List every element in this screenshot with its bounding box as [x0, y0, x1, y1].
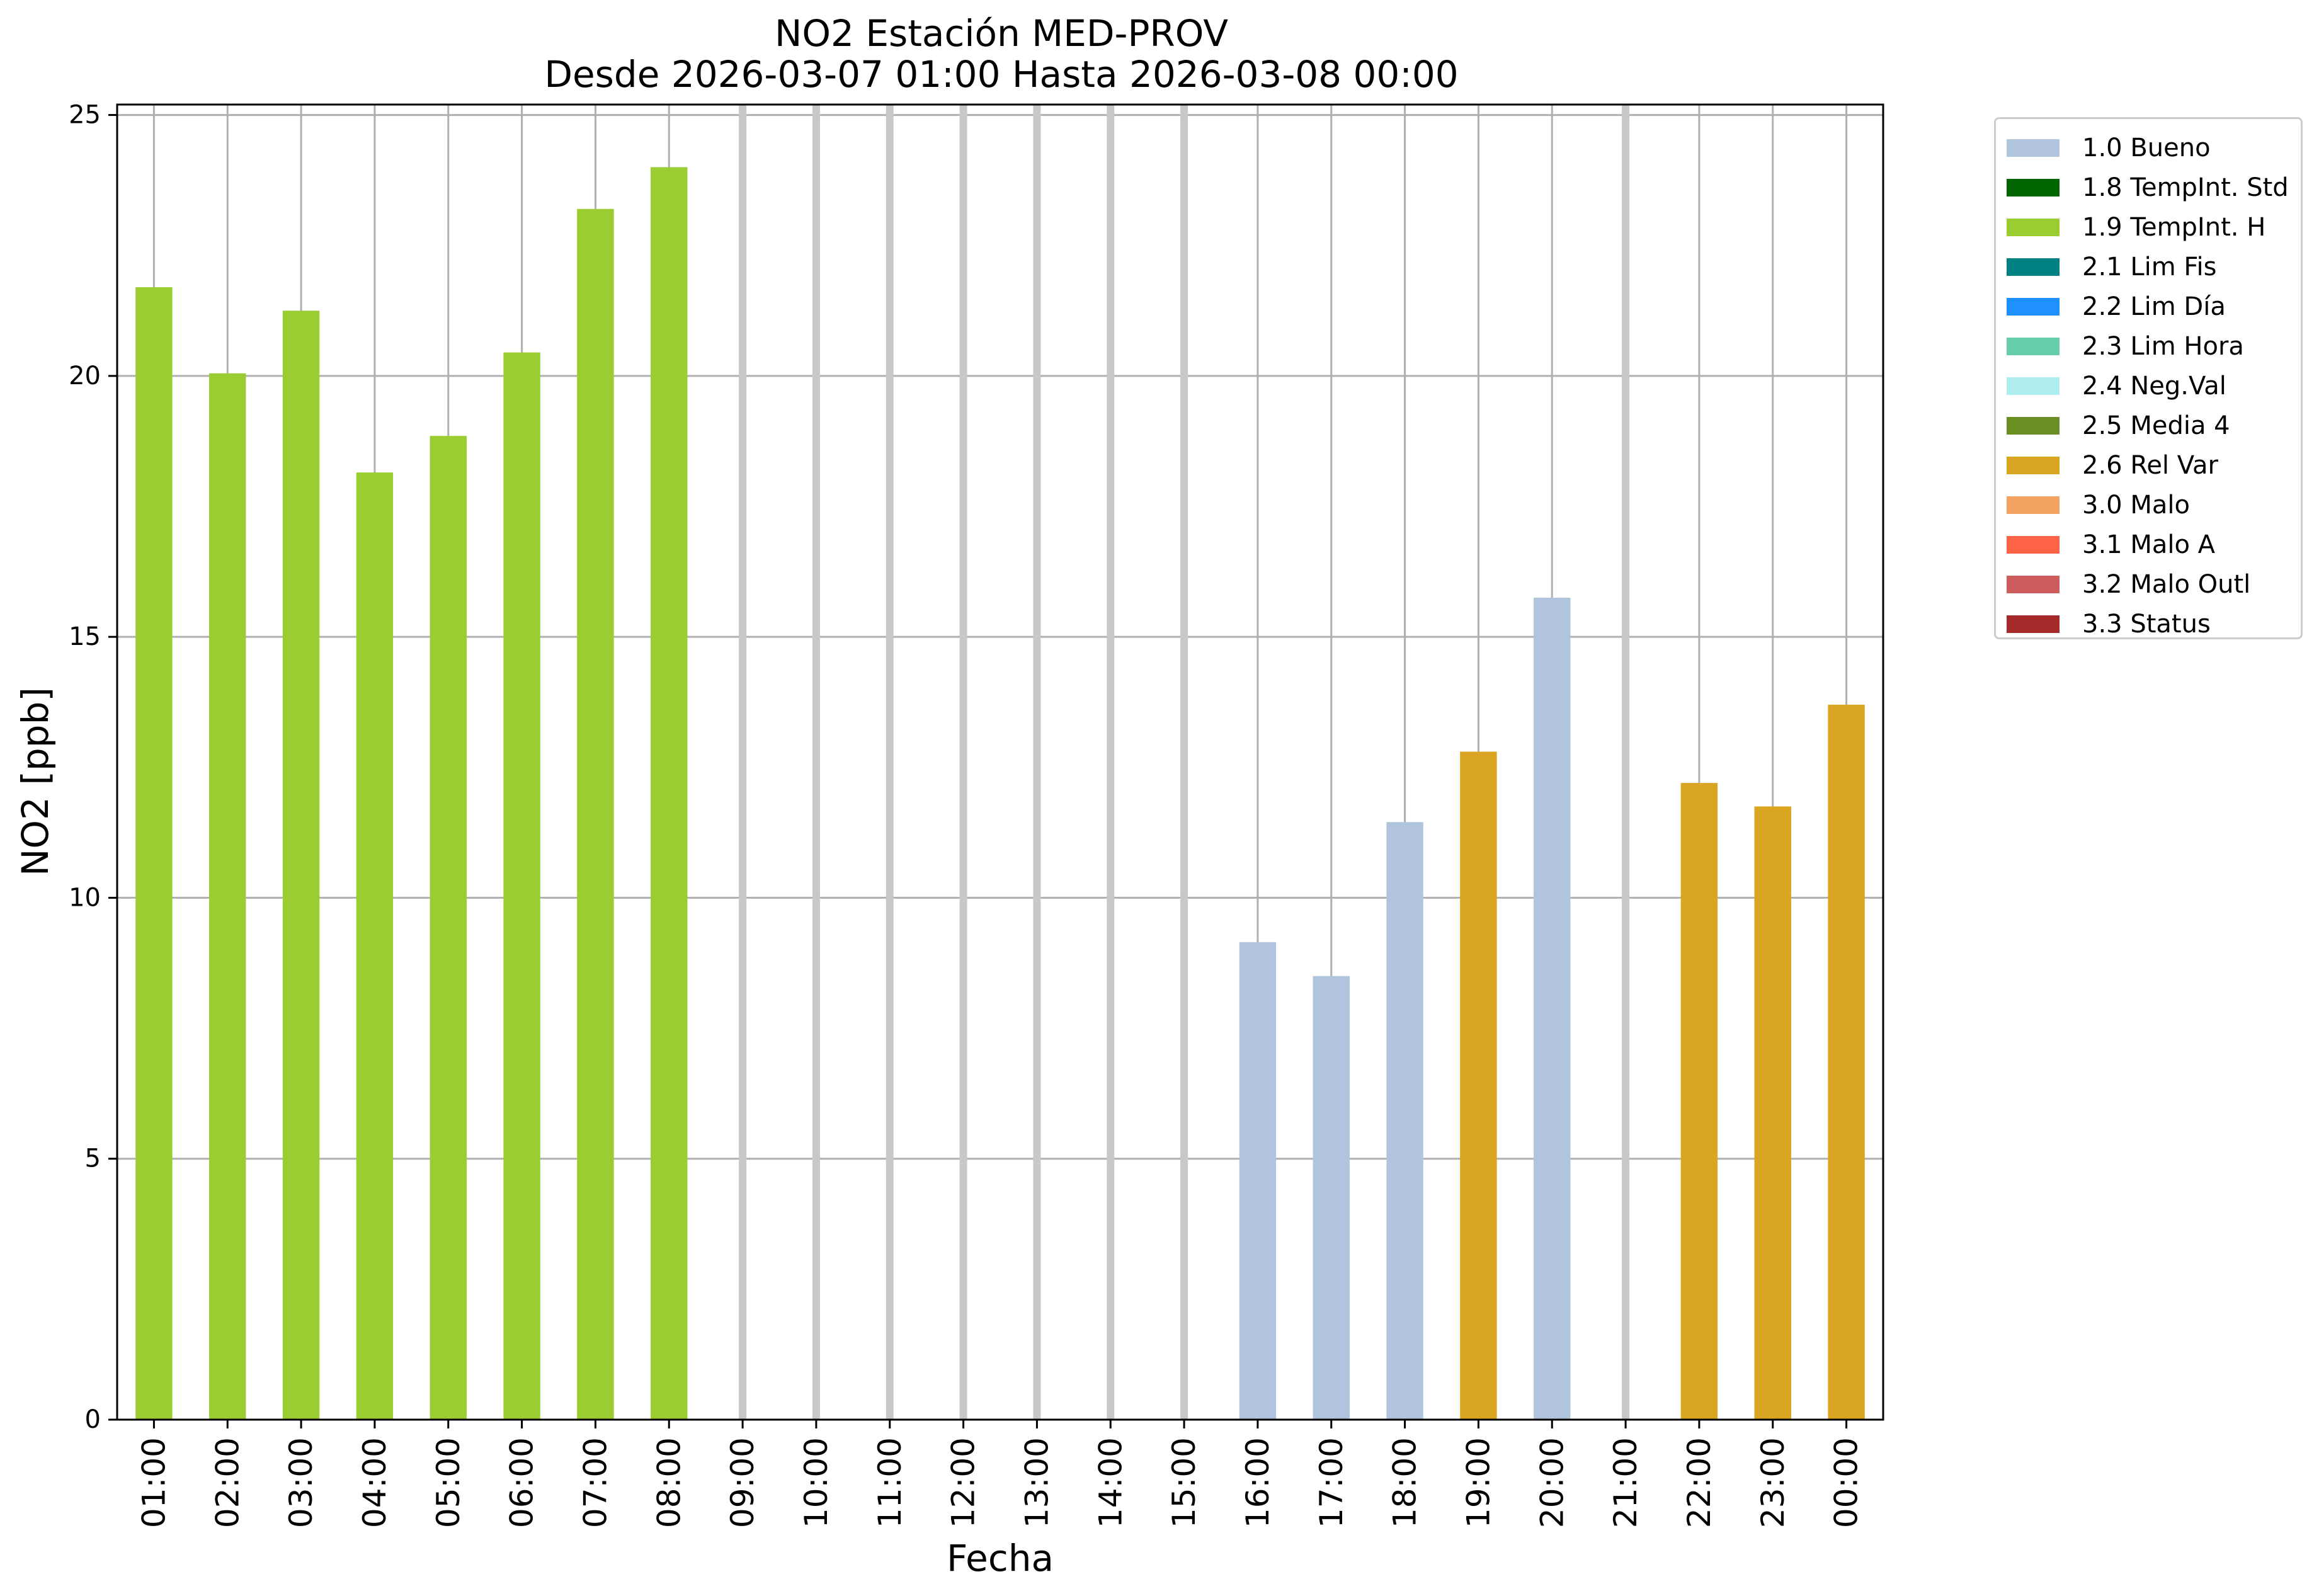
bar-07:00	[577, 208, 614, 1420]
legend-swatch	[2007, 337, 2060, 355]
legend-swatch	[2007, 258, 2060, 276]
legend-label: 3.2 Malo Outl	[2082, 569, 2251, 599]
legend-label: 1.9 TempInt. H	[2082, 212, 2266, 242]
legend-swatch	[2007, 535, 2060, 554]
legend-item: 3.3 Status	[1996, 604, 2301, 644]
plot-frame	[116, 103, 1884, 1421]
legend-label: 2.5 Media 4	[2082, 411, 2230, 440]
legend-item: 1.8 TempInt. Std	[1996, 168, 2301, 207]
legend-item: 3.1 Malo A	[1996, 525, 2301, 564]
legend-label: 1.8 TempInt. Std	[2082, 173, 2289, 202]
chart-title: NO2 Estación MED-PROV	[774, 12, 1229, 55]
legend-label: 3.1 Malo A	[2082, 530, 2216, 559]
bar-05:00	[430, 436, 467, 1420]
x-tick-label: 15:00	[1166, 1437, 1202, 1528]
y-tick-label: 15	[69, 622, 101, 651]
legend-item: 2.2 Lim Día	[1996, 287, 2301, 326]
legend-swatch	[2007, 416, 2060, 435]
legend-label: 2.4 Neg.Val	[2082, 371, 2226, 401]
legend-swatch	[2007, 496, 2060, 514]
legend-swatch	[2007, 377, 2060, 395]
legend-label: 2.2 Lim Día	[2082, 292, 2226, 321]
legend-label: 2.6 Rel Var	[2082, 450, 2218, 480]
y-axis-label: NO2 [ppb]	[14, 687, 57, 877]
y-tick-label: 20	[69, 362, 101, 390]
x-tick-label: 00:00	[1828, 1437, 1865, 1528]
bar-06:00	[503, 352, 540, 1420]
legend-item: 2.3 Lim Hora	[1996, 326, 2301, 366]
x-tick-label: 08:00	[651, 1437, 687, 1528]
x-tick-label: 11:00	[872, 1437, 908, 1528]
x-tick-label: 18:00	[1387, 1437, 1423, 1528]
legend-swatch	[2007, 218, 2060, 236]
x-tick-label: 13:00	[1018, 1437, 1055, 1528]
x-tick-label: 05:00	[430, 1437, 467, 1528]
legend-item: 3.2 Malo Outl	[1996, 564, 2301, 604]
bar-01:00	[135, 287, 173, 1420]
legend-swatch	[2007, 178, 2060, 197]
legend-label: 3.0 Malo	[2082, 490, 2190, 520]
x-axis-label: Fecha	[946, 1537, 1054, 1580]
legend-swatch	[2007, 139, 2060, 157]
x-tick-label: 03:00	[283, 1437, 319, 1528]
bar-04:00	[356, 472, 394, 1420]
x-tick-label: 12:00	[945, 1437, 982, 1528]
x-tick-label: 14:00	[1092, 1437, 1129, 1528]
x-tick-label: 22:00	[1681, 1437, 1718, 1528]
legend-label: 2.3 Lim Hora	[2082, 331, 2244, 361]
bar-23:00	[1754, 806, 1791, 1420]
bar-16:00	[1239, 942, 1277, 1420]
legend-item: 1.9 TempInt. H	[1996, 207, 2301, 247]
legend-label: 2.1 Lim Fis	[2082, 252, 2217, 282]
legend-label: 1.0 Bueno	[2082, 133, 2211, 162]
legend-label: 3.3 Status	[2082, 609, 2211, 639]
x-tick-label: 20:00	[1534, 1437, 1570, 1528]
y-tick-label: 25	[69, 101, 101, 130]
y-tick-label: 10	[69, 883, 101, 912]
x-tick-label: 17:00	[1313, 1437, 1350, 1528]
bar-19:00	[1460, 751, 1497, 1420]
bar-08:00	[651, 167, 688, 1420]
bar-02:00	[209, 373, 246, 1420]
legend-item: 2.1 Lim Fis	[1996, 247, 2301, 287]
x-tick-label: 16:00	[1239, 1437, 1276, 1528]
x-tick-label: 07:00	[577, 1437, 613, 1528]
x-tick-label: 21:00	[1607, 1437, 1644, 1528]
bar-18:00	[1386, 822, 1423, 1420]
legend-item: 2.6 Rel Var	[1996, 445, 2301, 485]
bars	[135, 167, 1865, 1420]
x-tick-label: 10:00	[798, 1437, 835, 1528]
x-tick-label: 23:00	[1755, 1437, 1791, 1528]
legend-swatch	[2007, 575, 2060, 593]
y-tick-label: 5	[85, 1144, 101, 1173]
bar-22:00	[1680, 783, 1718, 1420]
legend-swatch	[2007, 615, 2060, 633]
x-tick-label: 06:00	[504, 1437, 540, 1528]
bar-20:00	[1534, 598, 1571, 1420]
ticks: 0 5 10 15 20 25 01:00 02:00 03:00 04:00 05:00 06:00…	[69, 101, 1864, 1529]
chart-subtitle: Desde 2026-03-07 01:00 Hasta 2026-03-08 …	[544, 53, 1459, 96]
x-tick-label: 04:00	[356, 1437, 393, 1528]
legend-item: 1.0 Bueno	[1996, 128, 2301, 168]
legend-swatch	[2007, 297, 2060, 316]
x-tick-label: 19:00	[1460, 1437, 1496, 1528]
legend-item: 2.4 Neg.Val	[1996, 366, 2301, 406]
bar-03:00	[282, 311, 320, 1420]
legend-item: 3.0 Malo	[1996, 485, 2301, 525]
legend-item: 2.5 Media 4	[1996, 406, 2301, 445]
x-tick-label: 09:00	[724, 1437, 761, 1528]
legend-swatch	[2007, 456, 2060, 474]
y-tick-label: 0	[85, 1405, 101, 1434]
bar-17:00	[1313, 976, 1350, 1420]
x-tick-label: 02:00	[209, 1437, 246, 1528]
legend: 1.0 Bueno 1.8 TempInt. Std 1.9 TempInt. H 2…	[1994, 117, 2303, 639]
bar-00:00	[1828, 704, 1865, 1420]
x-tick-label: 01:00	[135, 1437, 172, 1528]
